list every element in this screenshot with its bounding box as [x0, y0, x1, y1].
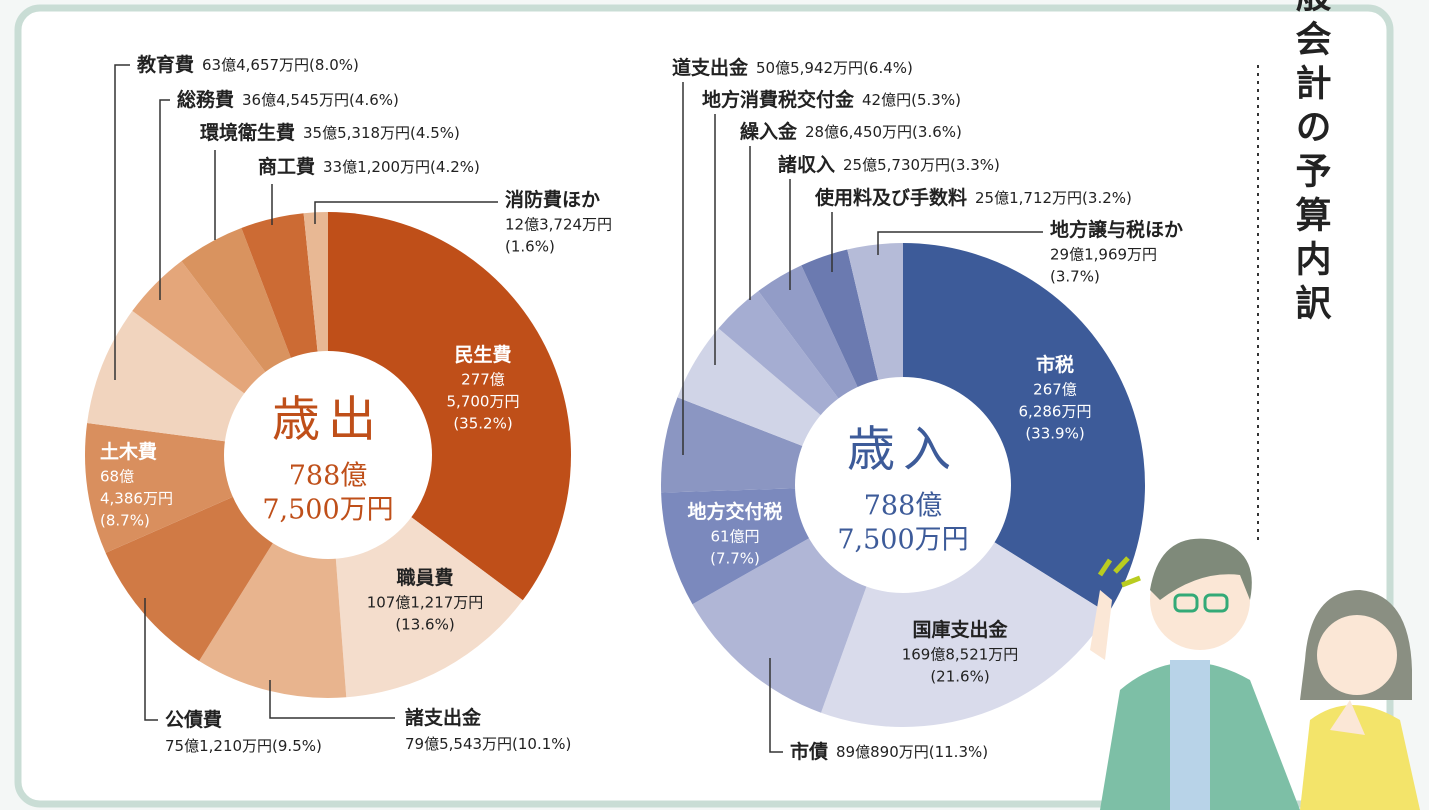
- category-label: 民生費: [454, 343, 511, 366]
- amount-label: 42億円: [862, 91, 911, 109]
- percent-label: (3.6%): [912, 123, 962, 141]
- amount-label: 4,386万円: [100, 490, 173, 508]
- percent-label: (1.6%): [505, 238, 555, 256]
- percent-label: (35.2%): [453, 415, 512, 433]
- category-label: 公債費: [165, 708, 222, 731]
- slice-name: 公債費: [165, 708, 222, 731]
- slice-name: 総務費 36億4,545万円(4.6%): [177, 88, 399, 111]
- amount-label: 5,700万円: [447, 393, 520, 411]
- percent-label: (4.6%): [349, 91, 399, 109]
- center-total: 788億: [864, 491, 943, 522]
- amount-label: 6,286万円: [1019, 403, 1092, 421]
- percent-label: (3.2%): [1082, 189, 1132, 207]
- amount-line: 79億5,543万円(10.1%): [405, 735, 571, 753]
- category-label: 土木費: [100, 440, 157, 463]
- amount-label: 75億1,210万円: [165, 737, 272, 755]
- percent-label: (33.9%): [1025, 425, 1084, 443]
- category-label: 商工費: [258, 155, 315, 178]
- amount-label: 79億5,543万円: [405, 735, 512, 753]
- center-total: 788億: [289, 461, 368, 492]
- amount-label: 277億: [461, 371, 505, 389]
- category-label: 環境衛生費: [200, 121, 295, 144]
- slice-name: 諸支出金: [405, 706, 482, 729]
- amount-label: 35億5,318万円: [303, 124, 410, 142]
- percent-label: (8.0%): [309, 56, 359, 74]
- slice-name: 消防費ほか: [505, 188, 600, 211]
- amount-label: 89億890万円: [836, 743, 929, 761]
- category-label: 市債: [790, 740, 828, 763]
- category-label: 諸支出金: [405, 706, 482, 729]
- slice-name: 繰入金 28億6,450万円(3.6%): [740, 120, 962, 143]
- category-label: 総務費: [177, 88, 234, 111]
- donut-hole: [795, 377, 1011, 593]
- category-label: 地方譲与税ほか: [1050, 218, 1183, 241]
- slice-name: 国庫支出金: [912, 618, 1008, 641]
- amount-label: 25億5,730万円: [843, 156, 950, 174]
- slice-name: 地方交付税: [687, 500, 782, 523]
- slice-name: 土木費: [100, 440, 157, 463]
- percent-label: (3.3%): [950, 156, 1000, 174]
- amount-label: 33億1,200万円: [323, 158, 430, 176]
- amount-label: 107億1,217万円: [367, 594, 484, 612]
- category-label: 使用料及び手数料: [814, 186, 967, 209]
- percent-label: (4.5%): [410, 124, 460, 142]
- amount-label: 267億: [1033, 381, 1077, 399]
- category-label: 国庫支出金: [912, 618, 1008, 641]
- side-title: 一般会計の予算内訳: [1290, 0, 1332, 328]
- category-label: 地方消費税交付金: [702, 88, 855, 111]
- center-title: 歳入: [847, 422, 959, 478]
- center-total: 7,500万円: [262, 495, 393, 526]
- slice-name: 諸収入 25億5,730万円(3.3%): [778, 153, 1000, 176]
- category-label: 道支出金: [672, 56, 749, 79]
- category-label: 繰入金: [740, 120, 798, 143]
- amount-label: 68億: [100, 468, 134, 486]
- amount-label: 61億円: [710, 528, 759, 546]
- percent-label: (11.3%): [929, 743, 988, 761]
- amount-label: 28億6,450万円: [805, 123, 912, 141]
- infographic: 歳出788億7,500万円民生費277億5,700万円(35.2%)職員費107…: [0, 0, 1429, 810]
- category-label: 教育費: [137, 53, 194, 76]
- category-label: 消防費ほか: [505, 188, 600, 211]
- percent-label: (9.5%): [272, 737, 322, 755]
- amount-line: 75億1,210万円(9.5%): [165, 737, 322, 755]
- slice-name: 環境衛生費 35億5,318万円(4.5%): [200, 121, 460, 144]
- category-label: 市税: [1036, 353, 1074, 376]
- amount-label: 36億4,545万円: [242, 91, 349, 109]
- slice-name: 市債 89億890万円(11.3%): [790, 740, 988, 763]
- slice-name: 地方譲与税ほか: [1050, 218, 1183, 241]
- percent-label: (21.6%): [930, 668, 989, 686]
- percent-label: (13.6%): [395, 616, 454, 634]
- category-label: 職員費: [396, 566, 453, 589]
- amount-label: 12億3,724万円: [505, 216, 612, 234]
- donut-hole: [224, 351, 432, 559]
- slice-name: 民生費: [454, 343, 511, 366]
- slice-name: 市税: [1036, 353, 1074, 376]
- category-label: 諸収入: [778, 153, 835, 176]
- percent-label: (7.7%): [710, 550, 760, 568]
- amount-label: 63億4,657万円: [202, 56, 309, 74]
- slice-name: 道支出金 50億5,942万円(6.4%): [672, 56, 913, 79]
- amount-label: 169億8,521万円: [902, 646, 1019, 664]
- category-label: 地方交付税: [687, 500, 782, 523]
- slice-name: 職員費: [396, 566, 453, 589]
- slice-name: 地方消費税交付金 42億円(5.3%): [702, 88, 961, 111]
- percent-label: (10.1%): [512, 735, 571, 753]
- percent-label: (6.4%): [863, 59, 913, 77]
- percent-label: (4.2%): [430, 158, 480, 176]
- slice-name: 教育費 63億4,657万円(8.0%): [137, 53, 359, 76]
- center-title: 歳出: [272, 392, 384, 448]
- slice-name: 商工費 33億1,200万円(4.2%): [258, 155, 480, 178]
- amount-label: 25億1,712万円: [975, 189, 1082, 207]
- page: 歳出788億7,500万円民生費277億5,700万円(35.2%)職員費107…: [0, 0, 1429, 810]
- percent-label: (3.7%): [1050, 268, 1100, 286]
- percent-label: (8.7%): [100, 512, 150, 530]
- percent-label: (5.3%): [911, 91, 961, 109]
- center-total: 7,500万円: [837, 525, 968, 556]
- amount-label: 50億5,942万円: [756, 59, 863, 77]
- amount-label: 29億1,969万円: [1050, 246, 1157, 264]
